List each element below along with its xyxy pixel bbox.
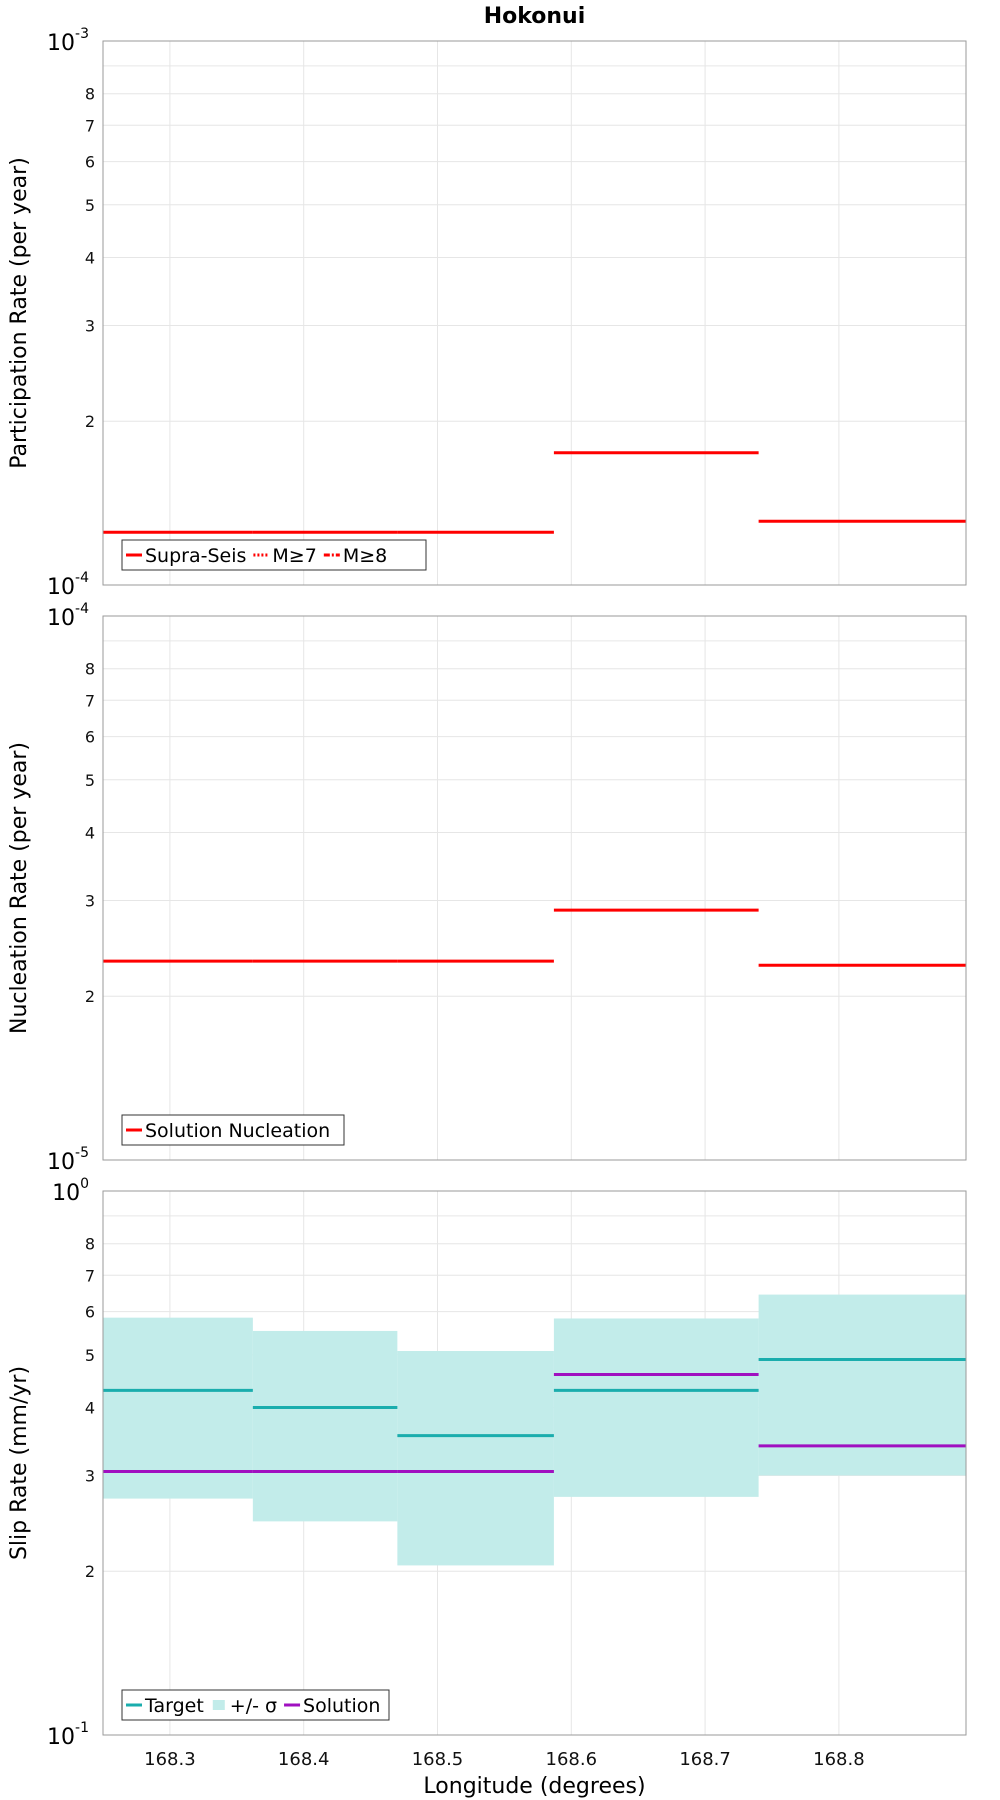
legend-label: M≥8 [343,545,387,567]
legend: Solution Nucleation [121,1114,345,1146]
y-tick-label: 2 [85,987,95,1006]
legend-label: +/- σ [230,1695,277,1717]
y-axis-label: Participation Rate (per year) [7,157,32,469]
y-tick-label: 6 [85,728,95,747]
y-tick-label: 7 [85,1266,95,1285]
x-tick-label: 168.3 [144,1749,196,1770]
y-decade-label: 10-4 [47,570,89,600]
sigma-band-3 [397,1351,554,1566]
y-tick-label: 2 [85,412,95,431]
legend-box [121,1114,345,1146]
legend: Target +/- σ Solution [121,1689,390,1721]
y-tick-label: 7 [85,691,95,710]
chart-title: Hokonui [484,4,586,29]
y-decade-label: 10-3 [47,26,89,56]
y-tick-label: 3 [85,1466,95,1485]
y-tick-label: 8 [85,660,95,679]
y-tick-label: 2 [85,1562,95,1581]
plot-frame [102,615,967,1161]
y-tick-label: 7 [85,116,95,135]
y-tick-label: 5 [85,771,95,790]
y-tick-label: 3 [85,891,95,910]
y-decade-label: 10-1 [47,1720,89,1750]
y-tick-label: 4 [85,1398,95,1417]
x-axis-label: Longitude (degrees) [423,1774,645,1799]
y-tick-label: 8 [85,85,95,104]
y-tick-label: 5 [85,1346,95,1365]
sigma-band-2 [252,1330,398,1522]
sigma-band-1 [103,1317,253,1499]
plot-frame [102,1190,967,1736]
y-tick-label: 4 [85,248,95,267]
legend-box [121,539,427,571]
y-axis-label: Slip Rate (mm/yr) [7,1366,32,1560]
x-tick-label: 168.6 [546,1749,598,1770]
y-tick-label: 6 [85,1303,95,1322]
y-tick-label: 5 [85,196,95,215]
y-tick-label: 4 [85,823,95,842]
legend-label: Target [144,1695,204,1717]
legend-label: Supra-Seis [145,545,246,567]
legend-label: M≥7 [272,545,316,567]
y-decade-label: 10-4 [47,601,89,631]
panel-1: 2 3 4 5 6 7 8 10-4 10-3 Participation Rate (per y… [7,4,967,600]
legend-label: Solution Nucleation [145,1120,330,1142]
x-tick-label: 168.5 [412,1749,464,1770]
panel-2: 2 3 4 5 6 7 8 10-5 10-4 Nucleation Rate (per year… [7,601,967,1175]
x-tick-label: 168.7 [679,1749,731,1770]
y-axis-label: Nucleation Rate (per year) [7,742,32,1034]
plot-frame [102,40,967,586]
y-tick-label: 3 [85,316,95,335]
y-tick-label: 6 [85,153,95,172]
legend-swatch [212,1700,225,1710]
y-decade-label: 10-5 [47,1145,89,1175]
y-tick-label: 8 [85,1235,95,1254]
legend: Supra-Seis M≥7 M≥8 [121,539,427,571]
sigma-band-4 [553,1318,759,1497]
legend-label: Solution [303,1695,380,1717]
x-tick-label: 168.8 [813,1749,865,1770]
x-tick-label: 168.4 [278,1749,330,1770]
sigma-band-5 [758,1294,966,1476]
panel-3: 2 3 4 5 6 7 8 10-1 100 Slip Rate (mm/yr) 168.3 168.… [7,1176,967,1799]
y-decade-label: 100 [52,1176,89,1206]
legend-box [121,1689,390,1721]
